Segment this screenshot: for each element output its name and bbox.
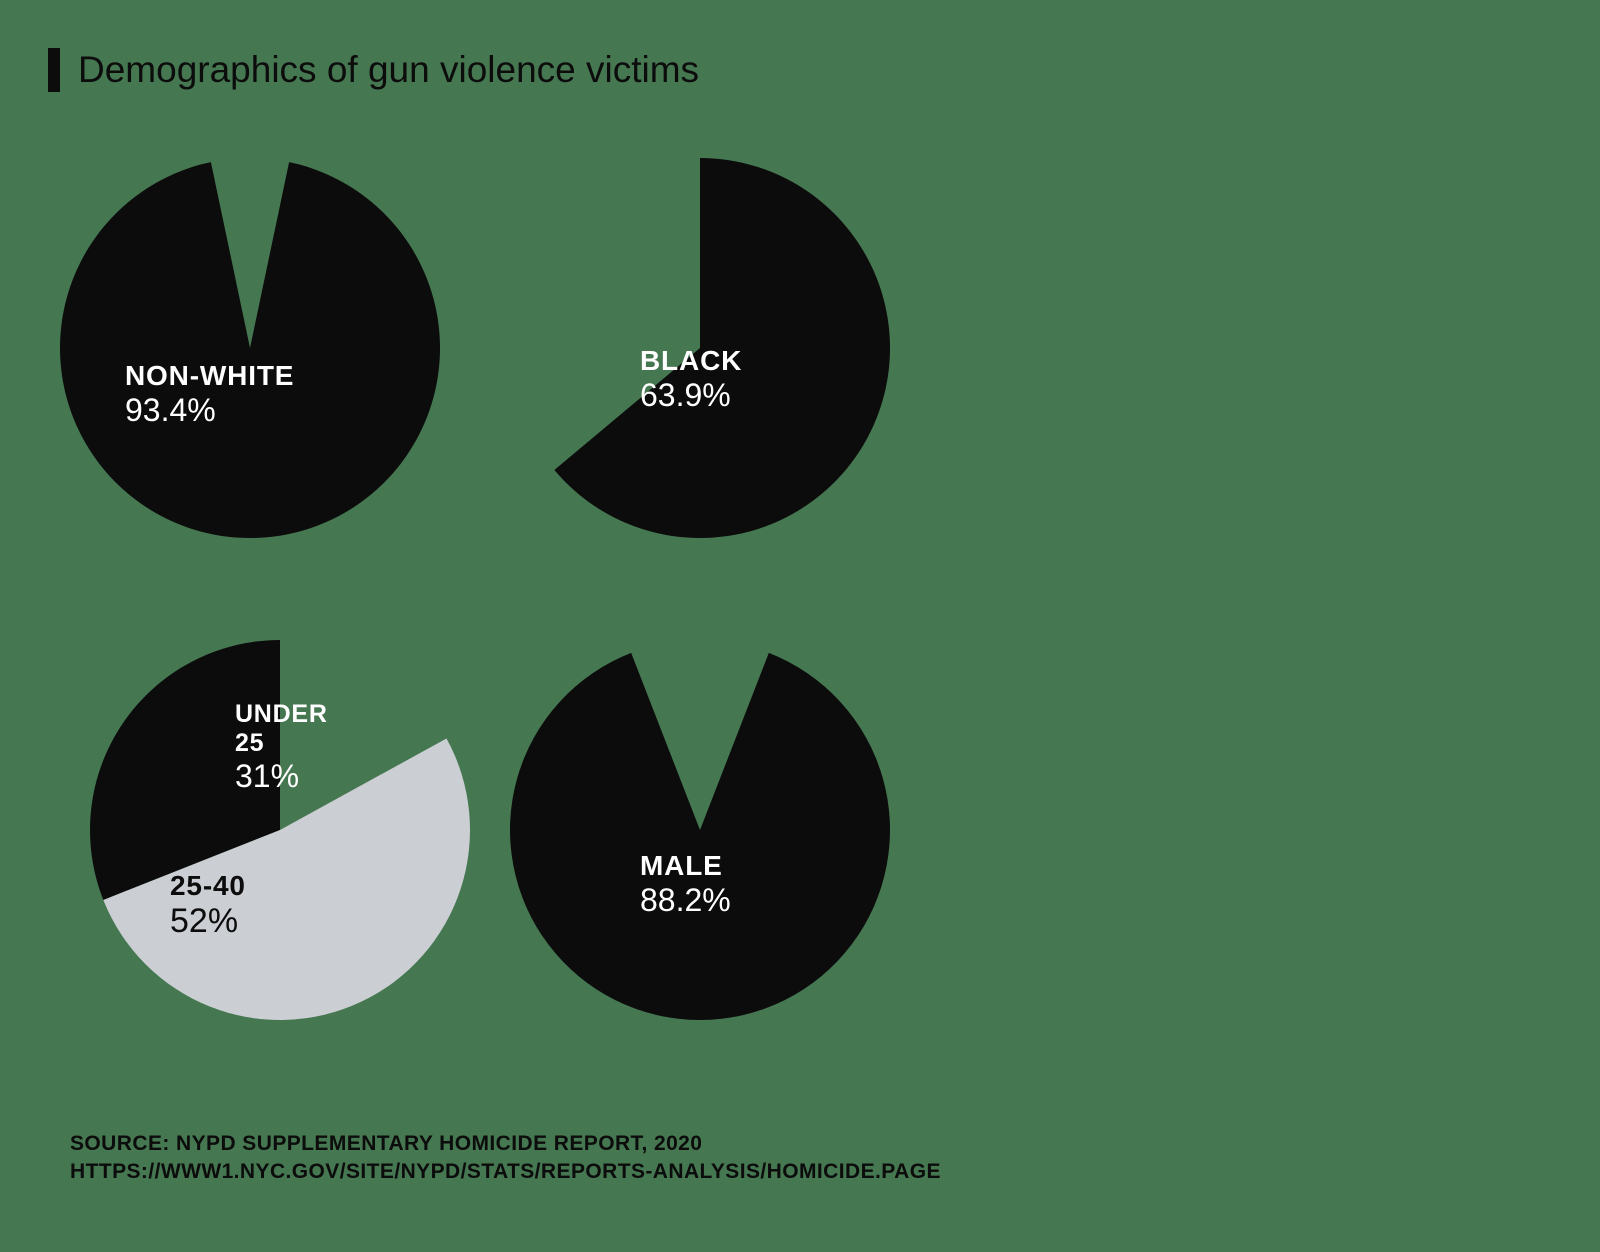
pie-nonwhite-svg bbox=[60, 158, 440, 538]
pie-male-label: MALE 88.2% bbox=[640, 850, 731, 919]
pie-age-label-2540: 25-40 52% bbox=[170, 870, 246, 941]
pie-age-2540-title: 25-40 bbox=[170, 870, 246, 902]
pie-black-label-value: 63.9% bbox=[640, 377, 742, 414]
pie-male-label-title: MALE bbox=[640, 850, 731, 882]
pie-age-under25-title2: 25 bbox=[235, 729, 328, 758]
pie-age bbox=[90, 640, 470, 1020]
chart-canvas: Demographics of gun violence victims NON… bbox=[0, 0, 1600, 1252]
pie-nonwhite-label: NON-WHITE 93.4% bbox=[125, 360, 294, 429]
title-mark-icon bbox=[48, 48, 60, 92]
pie-age-under25-value: 31% bbox=[235, 758, 328, 795]
chart-title: Demographics of gun violence victims bbox=[78, 49, 699, 91]
pie-age-svg bbox=[90, 640, 470, 1020]
pie-age-label-under25: UNDER 25 31% bbox=[235, 700, 328, 794]
source-citation: SOURCE: NYPD SUPPLEMENTARY HOMICIDE REPO… bbox=[70, 1130, 941, 1187]
pie-black-label-title: BLACK bbox=[640, 345, 742, 377]
pie-age-under25-title1: UNDER bbox=[235, 700, 328, 729]
pie-nonwhite-label-value: 93.4% bbox=[125, 392, 294, 429]
pie-male bbox=[510, 640, 890, 1020]
pie-age-2540-value: 52% bbox=[170, 902, 246, 941]
pie-male-svg bbox=[510, 640, 890, 1020]
pie-nonwhite-label-title: NON-WHITE bbox=[125, 360, 294, 392]
pie-male-label-value: 88.2% bbox=[640, 882, 731, 919]
source-line-2: HTTPS://WWW1.NYC.GOV/SITE/NYPD/STATS/REP… bbox=[70, 1158, 941, 1186]
pie-nonwhite bbox=[60, 158, 440, 538]
pie-black-label: BLACK 63.9% bbox=[640, 345, 742, 414]
chart-title-row: Demographics of gun violence victims bbox=[48, 48, 699, 92]
source-line-1: SOURCE: NYPD SUPPLEMENTARY HOMICIDE REPO… bbox=[70, 1130, 941, 1158]
